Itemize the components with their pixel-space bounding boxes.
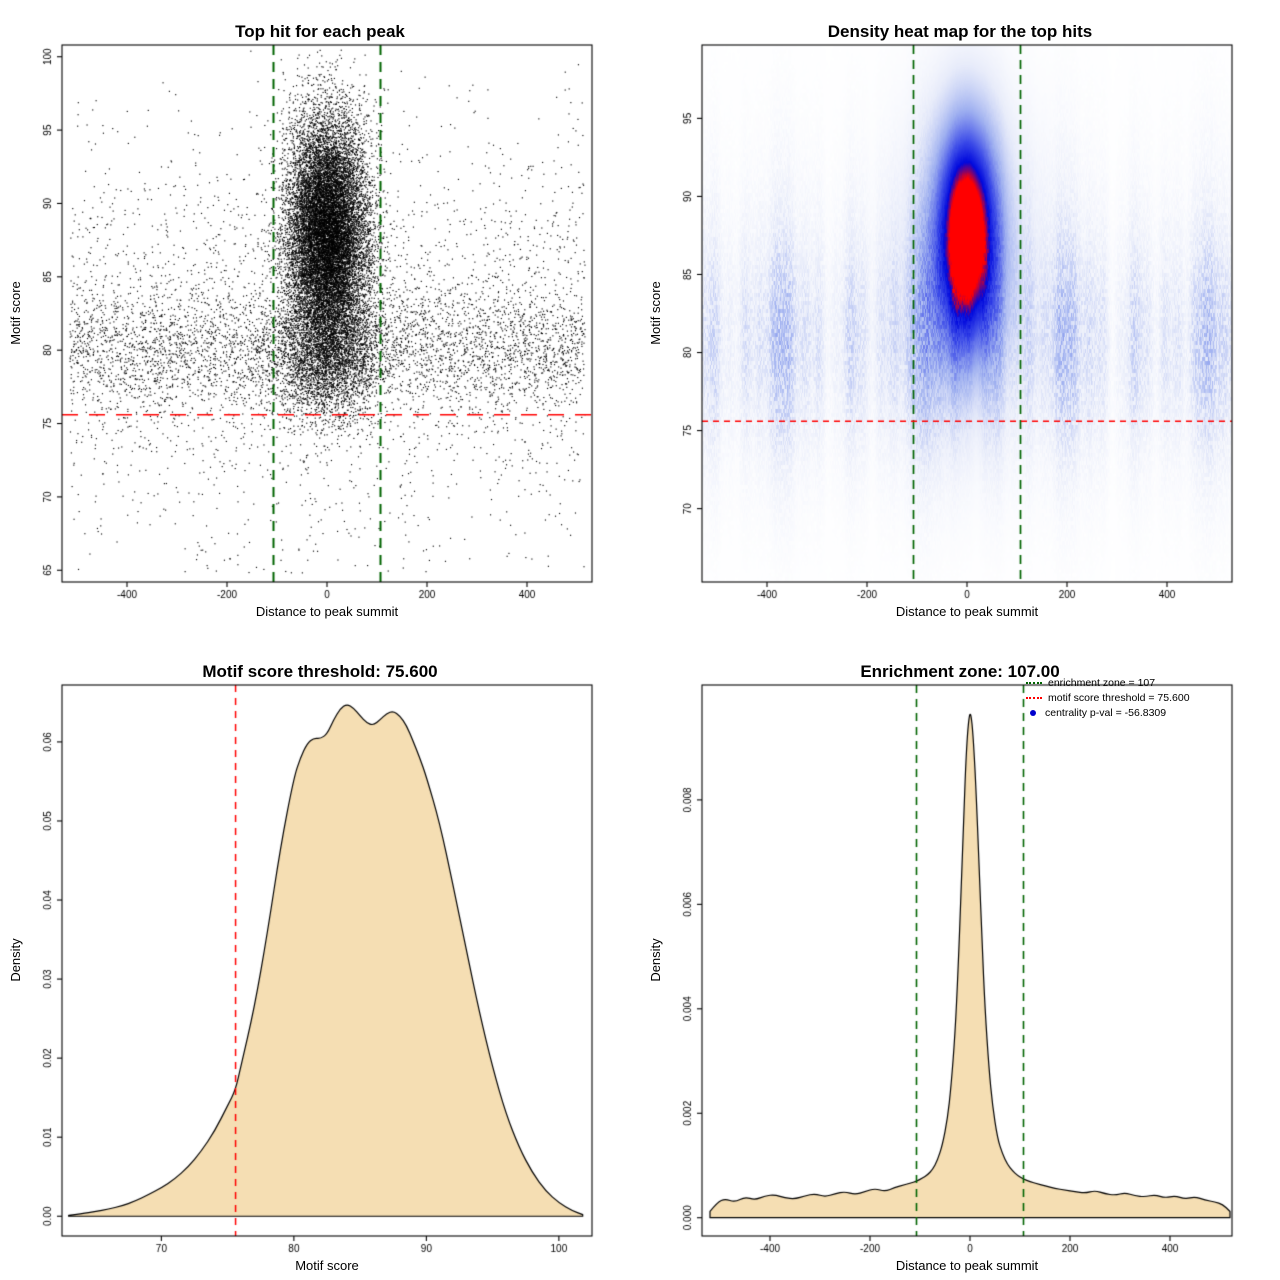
x-axis-label: Distance to peak summit	[895, 1258, 1039, 1273]
distance-density-canvas	[640, 640, 1280, 1280]
dotted-line-swatch	[1026, 697, 1042, 700]
legend-item-motif-threshold: motif score threshold = 75.600	[1026, 691, 1190, 706]
y-axis-label: Density	[648, 938, 663, 982]
panel-enrichment-zone-density: Enrichment zone: 107.00 Distance to peak…	[640, 640, 1280, 1280]
panel-title: Top hit for each peak	[235, 22, 405, 42]
heatmap-canvas	[640, 0, 1280, 640]
dot-swatch	[1030, 710, 1036, 717]
y-axis-label: Motif score	[8, 281, 23, 345]
panel-density-heatmap: Density heat map for the top hits Distan…	[640, 0, 1280, 640]
panel-title: Density heat map for the top hits	[827, 22, 1093, 42]
panel-motif-score-density: Motif score threshold: 75.600 Motif scor…	[0, 640, 640, 1280]
panel-title: Motif score threshold: 75.600	[202, 662, 438, 682]
legend-label: motif score threshold = 75.600	[1048, 692, 1190, 704]
legend-label: enrichment zone = 107	[1048, 677, 1156, 689]
panel-title: Enrichment zone: 107.00	[860, 662, 1060, 682]
dotted-line-swatch	[1026, 682, 1042, 685]
scatter-plot-canvas	[0, 0, 640, 640]
panel-top-hit-scatter: Top hit for each peak Distance to peak s…	[0, 0, 640, 640]
x-axis-label: Distance to peak summit	[255, 604, 399, 619]
motif-density-canvas	[0, 640, 640, 1280]
legend-item-centrality-pval: centrality p-val = -56.8309	[1026, 706, 1190, 721]
x-axis-label: Motif score	[295, 1258, 359, 1273]
y-axis-label: Density	[8, 938, 23, 982]
legend-item-enrichment-zone: enrichment zone = 107	[1026, 676, 1190, 691]
x-axis-label: Distance to peak summit	[895, 604, 1039, 619]
legend: enrichment zone = 107 motif score thresh…	[1026, 676, 1190, 721]
legend-label: centrality p-val = -56.8309	[1045, 707, 1167, 719]
y-axis-label: Motif score	[648, 281, 663, 345]
